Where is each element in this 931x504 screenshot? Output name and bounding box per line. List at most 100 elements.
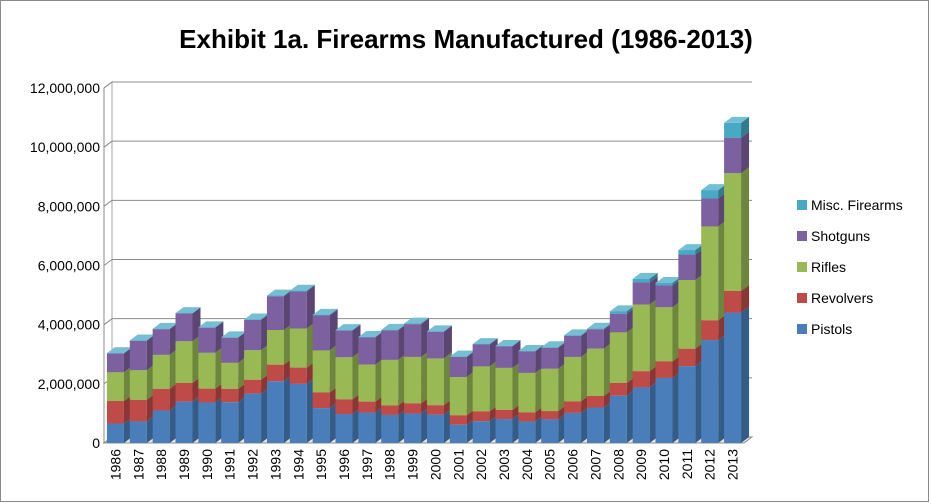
bar-segment-shotguns (312, 309, 338, 351)
bar-segment-pistols (289, 377, 315, 443)
x-tick-label: 2004 (519, 449, 535, 480)
legend-swatch (797, 200, 807, 210)
bar-segment-rifles (426, 352, 452, 406)
y-tick-label: 0 (92, 435, 100, 451)
bar-segment-rifles (449, 371, 475, 416)
gridline-depth (103, 318, 113, 326)
bar-segment-rifles (381, 353, 407, 406)
x-tick-label: 2003 (496, 449, 512, 480)
bar-segment-rifles (609, 326, 635, 383)
bar-segment-rifles (289, 322, 315, 368)
y-tick-label: 8,000,000 (38, 198, 100, 214)
x-tick-label: 1997 (359, 449, 375, 480)
legend-item: Shotguns (797, 228, 870, 244)
bar-segment-rifles (632, 298, 658, 372)
bar-segment-misc-firearms (518, 344, 544, 352)
x-tick-label: 2012 (702, 449, 718, 480)
bar-segment-rifles (541, 362, 567, 412)
bar-segment-shotguns (724, 131, 750, 174)
legend-label: Misc. Firearms (811, 197, 903, 213)
gridline-depth (103, 81, 113, 89)
x-tick-label: 2005 (542, 449, 558, 480)
x-tick-label: 1996 (336, 449, 352, 480)
bar-segment-misc-firearms (175, 307, 201, 314)
bar-segment-shotguns (289, 285, 315, 329)
bar-segment-misc-firearms (404, 317, 430, 325)
x-tick-label: 2008 (610, 449, 626, 480)
bar-segment-rifles (312, 344, 338, 393)
x-tick-label: 1998 (382, 449, 398, 480)
bar-segment-pistols (244, 387, 270, 443)
chart-title: Exhibit 1a. Firearms Manufactured (1986-… (179, 24, 753, 54)
x-tick-label: 2013 (725, 449, 741, 480)
bar-segment-misc-firearms (724, 116, 750, 138)
x-tick-label: 2011 (679, 449, 695, 479)
bar-segment-misc-firearms (495, 339, 521, 347)
bar-segment-pistols (221, 396, 247, 443)
bar-segment-rifles (198, 346, 224, 389)
y-tick-label: 2,000,000 (38, 376, 100, 392)
bar-segment-misc-firearms (198, 321, 224, 328)
bar-segment-rifles (564, 350, 590, 402)
bar-segment-rifles (266, 323, 292, 365)
x-tick-label: 2001 (450, 449, 466, 480)
y-tick-label: 12,000,000 (30, 80, 100, 96)
x-tick-label: 2000 (427, 449, 443, 480)
gridline-depth (103, 259, 113, 266)
legend-label: Pistols (811, 321, 852, 337)
bar-segment-pistols (724, 306, 750, 443)
bar-segment-misc-firearms (289, 284, 315, 292)
bar-segment-pistols (586, 401, 612, 443)
x-tick-label: 2002 (473, 449, 489, 480)
bar-segment-pistols (198, 396, 224, 443)
legend-label: Shotguns (811, 228, 870, 244)
legend-item: Revolvers (797, 290, 873, 306)
x-tick-label: 1989 (176, 449, 192, 480)
x-tick-label: 1991 (222, 449, 238, 480)
bar-segment-misc-firearms (632, 272, 658, 283)
x-tick-label: 1990 (199, 449, 215, 480)
bar-segment-pistols (175, 395, 201, 443)
bar-segment-rifles (358, 358, 384, 402)
bar-segment-pistols (678, 360, 704, 443)
legend-swatch (797, 262, 807, 272)
bar-segment-misc-firearms (426, 325, 452, 332)
x-tick-label: 1987 (130, 449, 146, 480)
bar-segment-misc-firearms (335, 324, 361, 331)
x-tick-label: 1992 (245, 449, 261, 480)
x-tick-label: 1994 (290, 449, 306, 480)
bar-segment-rifles (152, 348, 178, 389)
legend-item: Misc. Firearms (797, 197, 903, 213)
bar-segment-rifles (518, 366, 544, 413)
x-tick-label: 1988 (153, 449, 169, 480)
bar-segment-pistols (266, 375, 292, 443)
gridline-depth (103, 140, 113, 148)
bar-segment-pistols (609, 389, 635, 443)
x-tick-label: 2006 (565, 449, 581, 480)
bar-segment-pistols (312, 402, 338, 443)
bar-segment-pistols (655, 371, 681, 443)
x-tick-label: 1993 (267, 449, 283, 480)
x-tick-label: 1995 (313, 449, 329, 480)
bar-segment-rifles (586, 342, 612, 396)
bar-segment-rifles (678, 273, 704, 349)
x-tick-label: 1986 (107, 449, 123, 480)
legend-item: Pistols (797, 321, 852, 337)
legend-swatch (797, 231, 807, 241)
bar-segment-misc-firearms (312, 308, 338, 316)
bar-segment-pistols (701, 334, 727, 443)
x-tick-label: 2009 (633, 449, 649, 480)
bar-segment-rifles (335, 351, 361, 400)
bar-segment-rifles (701, 220, 727, 321)
gridline-depth (103, 199, 113, 207)
bar-segment-rifles (472, 360, 498, 412)
legend-swatch (797, 324, 807, 334)
y-tick-label: 10,000,000 (30, 139, 100, 155)
legend-label: Revolvers (811, 290, 873, 306)
bar-segment-misc-firearms (472, 338, 498, 345)
bar-segment-rifles (495, 361, 521, 410)
bar-segment-rifles (175, 335, 201, 383)
bar-segment-rifles (724, 167, 750, 291)
